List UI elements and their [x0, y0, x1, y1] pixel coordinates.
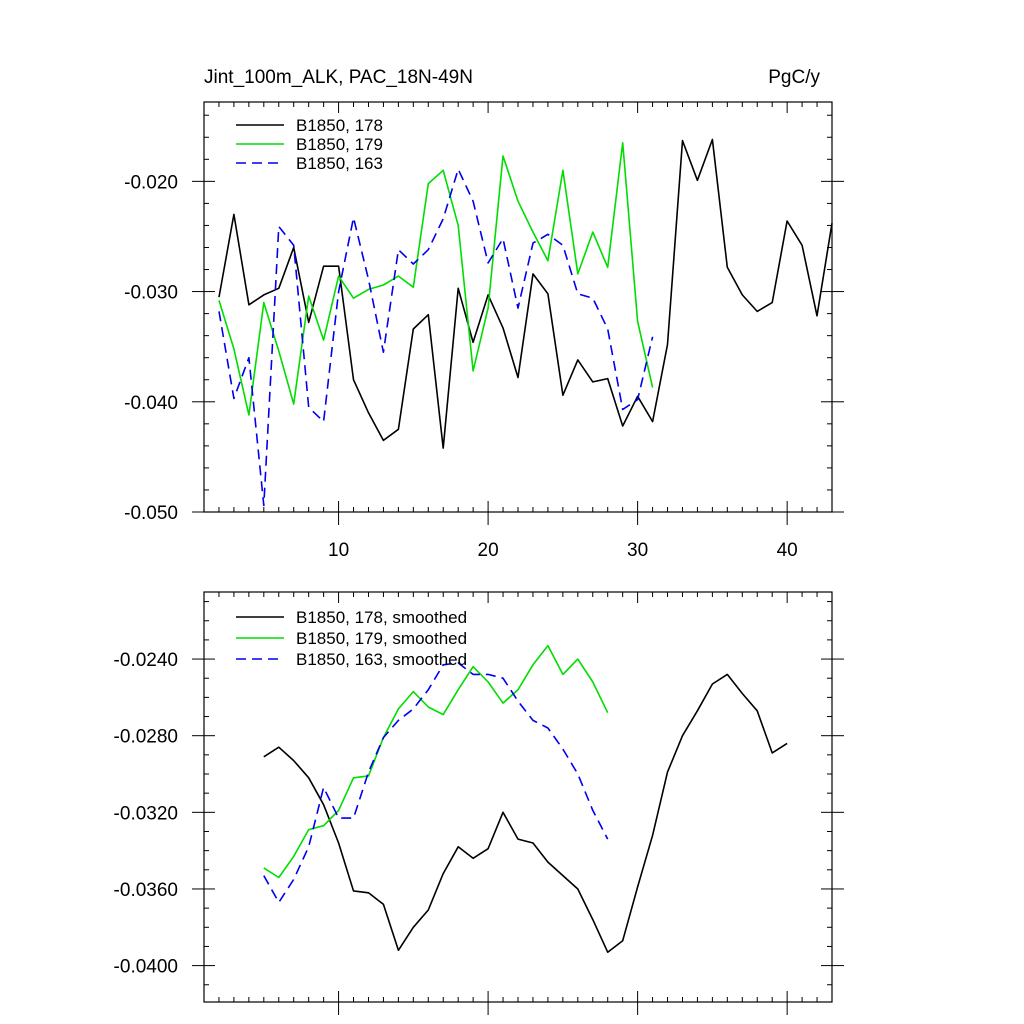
y-tick-label: -0.0360 — [114, 880, 178, 901]
y-tick-label: -0.020 — [124, 172, 178, 193]
y-tick-label: -0.030 — [124, 283, 178, 304]
series-line-b1850-179 — [218, 142, 654, 416]
y-tick-label: -0.0400 — [114, 957, 178, 978]
series-line-b1850-178 — [218, 138, 833, 449]
x-tick-label: 20 — [478, 540, 499, 561]
y-tick-label: -0.040 — [124, 393, 178, 414]
legend-label: B1850, 179 — [296, 135, 383, 154]
legend-label: B1850, 178 — [296, 116, 383, 135]
chart-title: Jint_100m_ALK, PAC_18N-49N — [204, 67, 473, 88]
y-tick-label: -0.0240 — [114, 650, 178, 671]
y-tick-label: -0.050 — [124, 503, 178, 524]
chart-units: PgC/y — [768, 67, 820, 88]
y-tick-label: -0.0280 — [114, 727, 178, 748]
legend-label: B1850, 178, smoothed — [296, 608, 467, 627]
series-line-b1850-163 — [218, 168, 654, 507]
bottom-line-chart: -0.0400 -0.0360 -0.0320 -0.0280 -0.0240 B1850… — [114, 591, 844, 1015]
legend-label: B1850, 163 — [296, 154, 383, 173]
x-tick-label: 30 — [627, 540, 648, 561]
y-tick-label: -0.0320 — [114, 803, 178, 824]
series-line-b1850-179-smoothed — [263, 644, 609, 879]
series-line-b1850-163-smoothed — [263, 662, 609, 904]
legend-label: B1850, 179, smoothed — [296, 629, 467, 648]
legend-label: B1850, 163, smoothed — [296, 650, 467, 669]
x-tick-label: 10 — [328, 540, 349, 561]
series-line-b1850-178-smoothed — [263, 673, 788, 954]
x-tick-label: 40 — [777, 540, 798, 561]
top-line-chart: 10 20 30 40 -0.050 -0.040 -0.030 -0.020 B1850, 1… — [124, 101, 844, 561]
